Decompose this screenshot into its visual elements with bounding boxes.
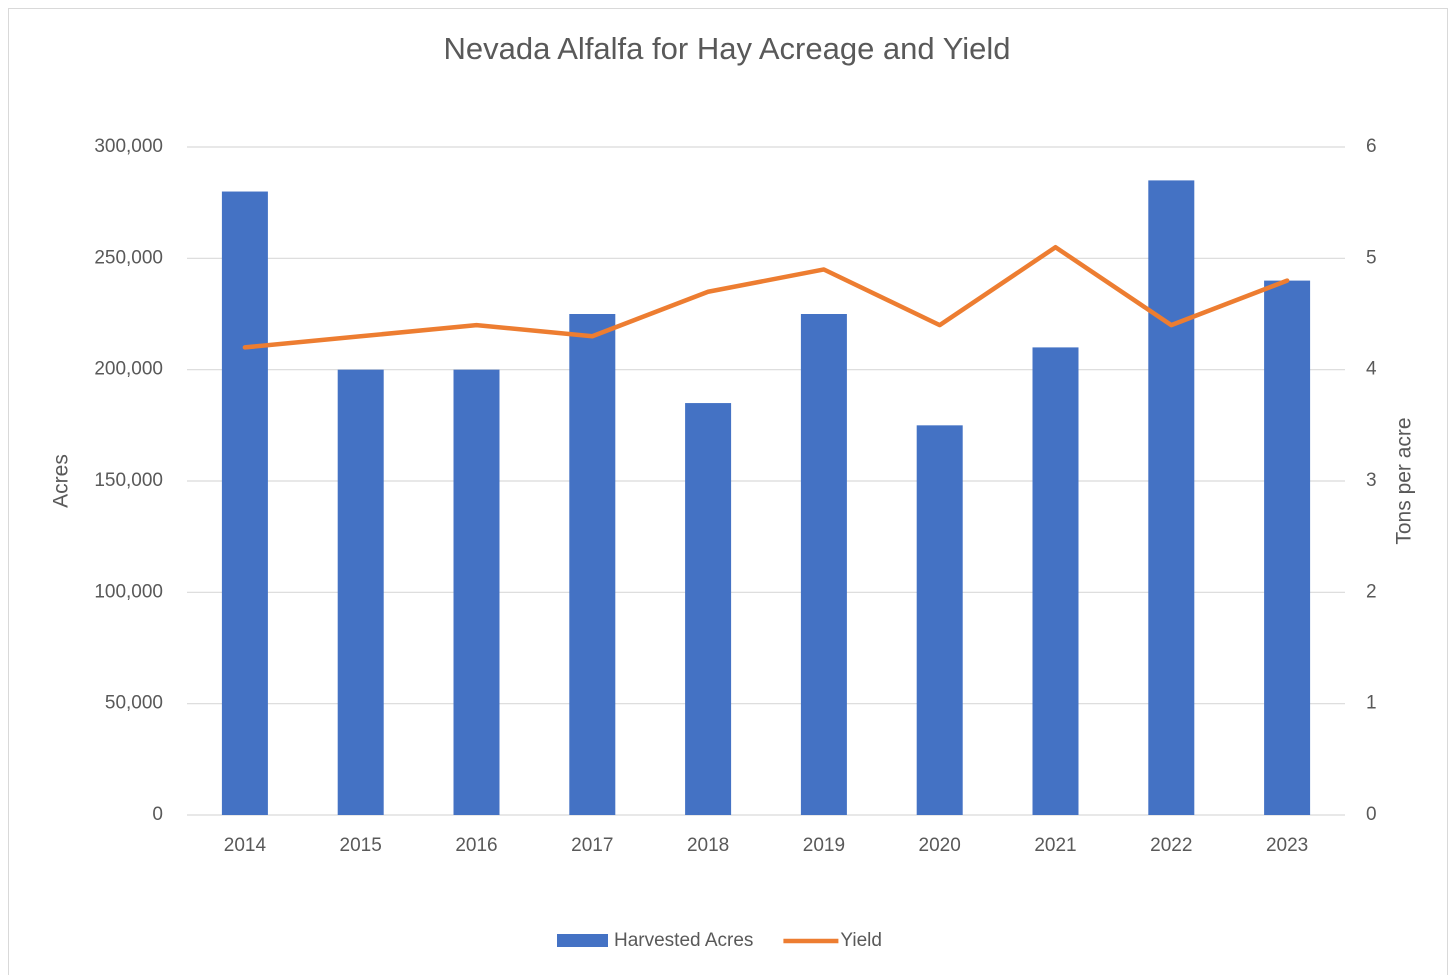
legend-label: Yield (840, 930, 882, 951)
y2-tick-label: 3 (1366, 470, 1377, 491)
bar (800, 314, 847, 815)
y-tick-label: 300,000 (94, 136, 163, 157)
y2-tick-label: 6 (1366, 136, 1377, 157)
y2-tick-label: 0 (1366, 804, 1377, 825)
x-tick-label: 2017 (571, 835, 613, 856)
bar (569, 314, 616, 815)
x-tick-label: 2014 (224, 835, 267, 856)
y-axis-label: Acres (50, 454, 73, 508)
bar (1148, 180, 1195, 815)
y-tick-label: 50,000 (105, 693, 163, 714)
x-tick-label: 2015 (340, 835, 382, 856)
x-tick-label: 2020 (919, 835, 961, 856)
bar (685, 403, 732, 815)
y-tick-label: 150,000 (94, 470, 163, 491)
y2-tick-label: 5 (1366, 247, 1377, 268)
y2-axis-label: Tons per acre (1393, 417, 1416, 544)
x-tick-label: 2023 (1266, 835, 1308, 856)
bar (221, 191, 268, 816)
y2-tick-label: 1 (1366, 693, 1377, 714)
bar (916, 425, 963, 815)
y2-tick-label: 4 (1366, 359, 1377, 380)
x-tick-label: 2019 (803, 835, 845, 856)
bar (1032, 347, 1079, 815)
bar (1264, 280, 1311, 816)
x-tick-label: 2021 (1034, 835, 1076, 856)
chart-title: Nevada Alfalfa for Hay Acreage and Yield (444, 31, 1011, 66)
x-tick-label: 2022 (1150, 835, 1192, 856)
x-tick-label: 2016 (455, 835, 497, 856)
line (242, 244, 1290, 350)
y-tick-label: 100,000 (94, 581, 163, 602)
legend-label: Harvested Acres (614, 930, 753, 951)
x-tick-label: 2018 (687, 835, 729, 856)
bar (337, 369, 384, 815)
y-tick-label: 250,000 (94, 247, 163, 268)
bar (453, 369, 500, 815)
y2-tick-label: 2 (1366, 581, 1377, 602)
legend-swatch (557, 934, 608, 947)
y-tick-label: 0 (152, 804, 163, 825)
y-tick-label: 200,000 (94, 359, 163, 380)
